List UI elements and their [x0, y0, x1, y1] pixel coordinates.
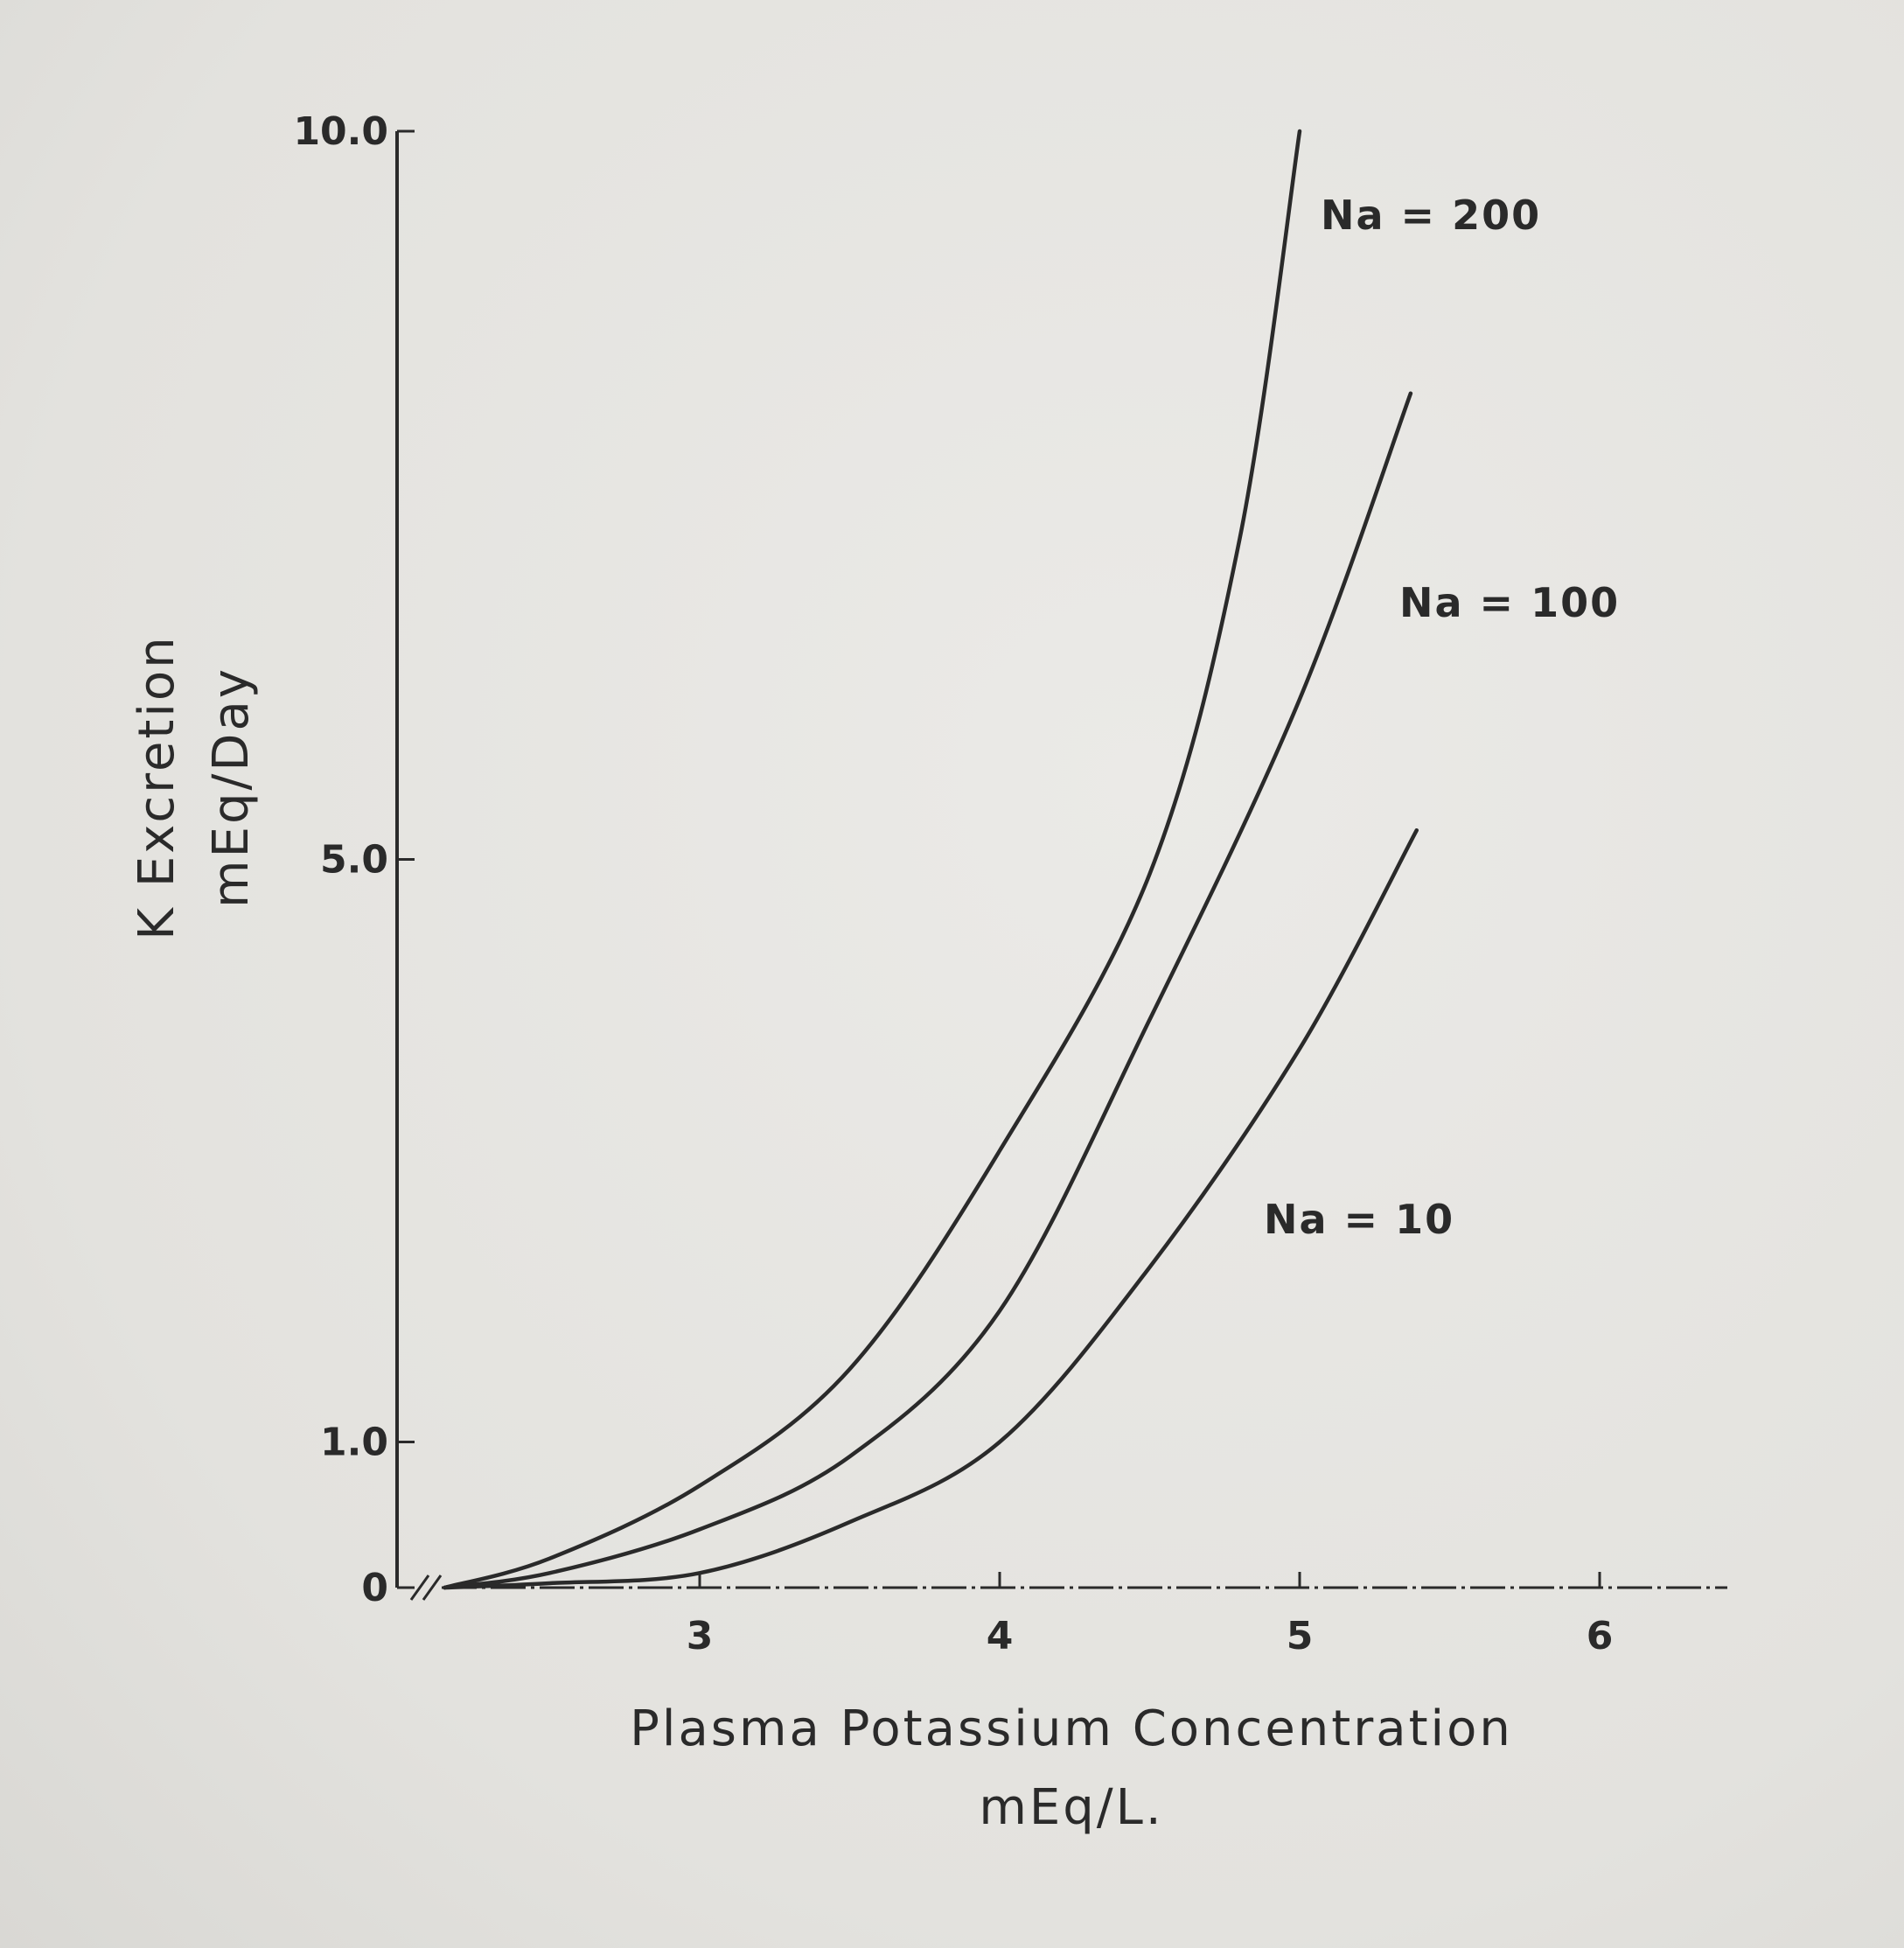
x-axis-units: mEq/L. [979, 1779, 1163, 1836]
series-line-na-10 [443, 827, 1419, 1590]
x-tick-label: 4 [987, 1614, 1014, 1658]
x-tick-label: 6 [1587, 1614, 1614, 1658]
axes: 0 1.0 5.0 10.0 3 4 5 6 [293, 109, 1727, 1658]
y-tick-label: 1.0 [320, 1421, 388, 1465]
y-tick-label: 0 [361, 1566, 388, 1610]
series-label-na-100: Na = 100 [1399, 579, 1620, 626]
y-axis-units: mEq/Day [203, 667, 260, 908]
y-tick-label: 10.0 [293, 109, 388, 154]
series-label-na-200: Na = 200 [1321, 192, 1541, 239]
y-axis-label: K Excretion [129, 634, 185, 939]
x-tick-label: 5 [1287, 1614, 1314, 1658]
x-axis-label: Plasma Potassium Concentration [630, 1700, 1513, 1757]
series-line-na-200 [443, 129, 1302, 1590]
y-tick-label: 5.0 [320, 838, 388, 883]
curves [443, 129, 1419, 1590]
axis-break-mark [409, 1574, 443, 1601]
series-label-na-10: Na = 10 [1264, 1196, 1454, 1243]
series-line-na-100 [443, 391, 1413, 1590]
x-tick-label: 3 [687, 1614, 714, 1658]
labels: Na = 200 Na = 100 Na = 10 Plasma Potassi… [129, 192, 1620, 1836]
